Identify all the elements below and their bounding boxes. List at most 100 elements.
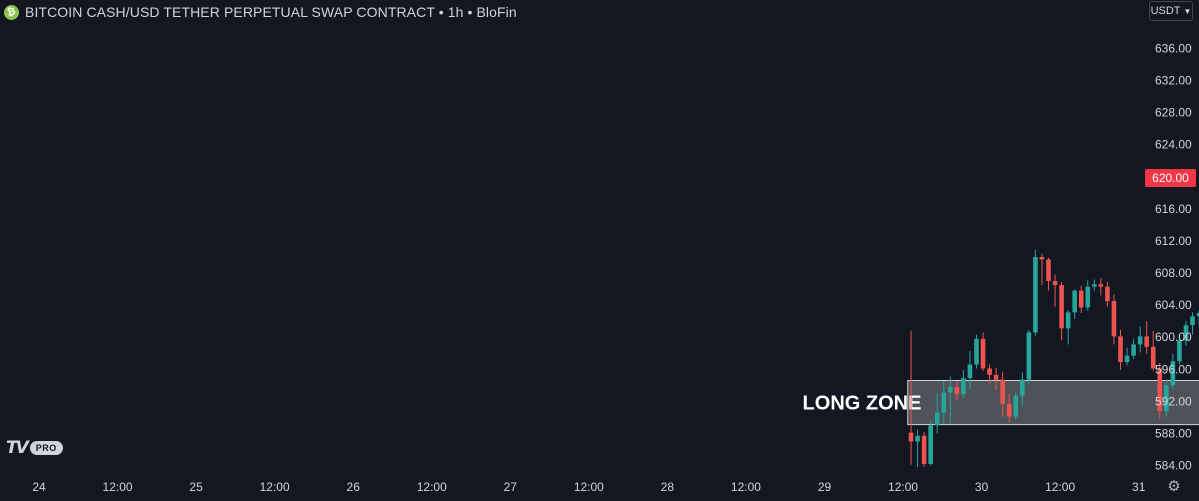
candle xyxy=(1020,372,1025,407)
candle-body xyxy=(1177,340,1182,362)
candle-body xyxy=(1020,379,1025,396)
candle xyxy=(1013,392,1019,419)
x-tick-label: 29 xyxy=(818,480,832,494)
y-tick-label: 616.00 xyxy=(1155,202,1192,216)
candle-body xyxy=(1092,284,1097,287)
candle xyxy=(1105,281,1110,307)
candle-body xyxy=(1059,285,1064,329)
symbol-title[interactable]: BITCOIN CASH/USD TETHER PERPETUAL SWAP C… xyxy=(25,4,517,20)
candle-body xyxy=(1183,325,1189,341)
candle xyxy=(921,431,927,468)
candle xyxy=(974,334,979,369)
y-tick-label: 624.00 xyxy=(1155,138,1192,152)
candle-body xyxy=(1078,290,1084,308)
y-tick-label: 636.00 xyxy=(1155,42,1192,56)
candle xyxy=(1026,329,1032,384)
x-tick-label: 12:00 xyxy=(731,480,761,494)
tradingview-mark-icon: TV xyxy=(6,438,29,458)
candle-body xyxy=(980,338,986,369)
candle xyxy=(1131,338,1136,359)
candle-body xyxy=(1190,316,1195,326)
x-tick-label: 31 xyxy=(1132,480,1146,494)
tradingview-logo[interactable]: TV PRO xyxy=(6,438,63,458)
candle-body xyxy=(1072,290,1077,313)
candle xyxy=(1065,309,1071,345)
x-tick-label: 26 xyxy=(347,480,361,494)
y-tick-label: 628.00 xyxy=(1155,106,1192,120)
gear-icon[interactable]: ⚙ xyxy=(1167,478,1181,495)
chevron-down-icon: ▼ xyxy=(1183,6,1192,16)
candle xyxy=(1183,321,1189,347)
y-tick-label: 632.00 xyxy=(1155,74,1192,88)
candle xyxy=(1092,279,1097,291)
x-tick-label: 12:00 xyxy=(1045,480,1075,494)
x-tick-label: 25 xyxy=(189,480,203,494)
x-tick-label: 27 xyxy=(504,480,518,494)
candle xyxy=(1078,285,1084,314)
candle-body xyxy=(1026,332,1032,380)
candle xyxy=(961,370,966,399)
candle xyxy=(1118,329,1123,371)
candle xyxy=(1196,309,1199,325)
candle xyxy=(1052,274,1058,307)
candle-body xyxy=(1170,361,1176,386)
candle-body xyxy=(1046,259,1051,282)
candle xyxy=(1157,362,1163,419)
candle-body xyxy=(1131,344,1136,356)
candle xyxy=(993,367,999,391)
candle-body xyxy=(1196,313,1199,317)
candle xyxy=(1111,294,1117,345)
candle xyxy=(1098,277,1104,296)
y-tick-label: 584.00 xyxy=(1155,459,1192,473)
x-tick-label: 24 xyxy=(32,480,46,494)
candle-body xyxy=(974,338,979,365)
candle-body xyxy=(1006,403,1012,417)
candle xyxy=(1085,280,1091,311)
candle xyxy=(1137,326,1143,353)
candle xyxy=(941,381,947,424)
candle-body xyxy=(915,435,920,442)
candle xyxy=(1059,281,1064,341)
candle xyxy=(1033,249,1038,336)
x-tick-label: 12:00 xyxy=(574,480,604,494)
candle xyxy=(967,350,973,390)
candle xyxy=(928,421,933,466)
currency-select[interactable]: USDT ▼ xyxy=(1149,1,1193,21)
x-tick-label: 28 xyxy=(661,480,675,494)
y-tick-label: 600.00 xyxy=(1155,330,1192,344)
candle xyxy=(948,376,953,424)
candle-body xyxy=(1111,301,1117,337)
candle-body xyxy=(1065,312,1071,329)
candle-body xyxy=(1033,257,1038,333)
y-tick-label: 596.00 xyxy=(1155,362,1192,376)
candle xyxy=(1072,289,1077,319)
candle xyxy=(1039,253,1045,286)
candle xyxy=(987,364,992,384)
candle-body xyxy=(1164,385,1169,411)
candle-body xyxy=(1150,346,1156,369)
x-tick-label: 30 xyxy=(975,480,989,494)
candle xyxy=(1170,354,1176,389)
chart-header: ₿ BITCOIN CASH/USD TETHER PERPETUAL SWAP… xyxy=(2,2,517,22)
long-zone-label: LONG ZONE xyxy=(803,393,922,415)
candle-body xyxy=(1137,336,1143,345)
x-tick-label: 12:00 xyxy=(417,480,447,494)
candle-body xyxy=(934,412,940,426)
candle xyxy=(915,429,920,468)
candle xyxy=(954,381,960,401)
candle-body xyxy=(1013,395,1019,417)
x-tick-label: 12:00 xyxy=(260,480,290,494)
candle-body xyxy=(1085,286,1091,308)
bitcoin-cash-icon: ₿ xyxy=(2,2,21,22)
y-tick-label: 592.00 xyxy=(1155,394,1192,408)
candle-body xyxy=(1144,336,1149,347)
candle xyxy=(908,330,914,465)
y-tick-label: 588.00 xyxy=(1155,426,1192,440)
candle xyxy=(1164,379,1169,417)
candle xyxy=(1124,347,1130,366)
candle-body xyxy=(948,386,953,393)
candle-body xyxy=(1052,281,1058,286)
candle-body xyxy=(921,435,927,464)
